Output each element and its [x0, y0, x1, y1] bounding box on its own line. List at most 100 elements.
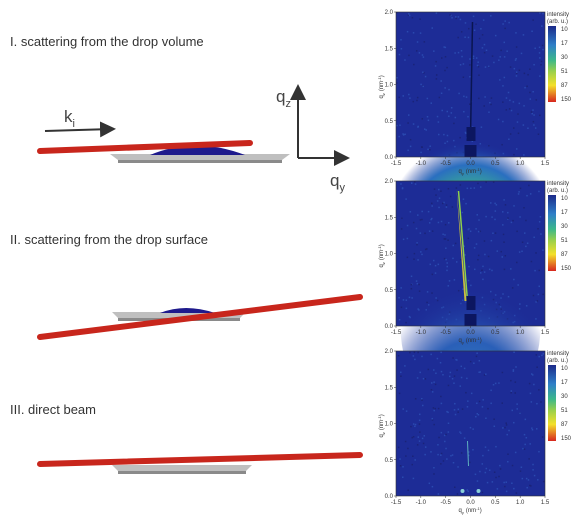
colorbar-tick-label: 150 — [561, 436, 572, 442]
x-tick-label: 1.0 — [516, 161, 525, 167]
speckle — [430, 353, 432, 356]
speckle — [488, 469, 491, 471]
speckle — [445, 433, 447, 436]
speckle — [513, 67, 516, 70]
substrate — [110, 154, 290, 160]
speckle — [462, 63, 465, 65]
y-tick-label: 1.5 — [385, 215, 394, 221]
speckle — [402, 238, 405, 241]
speckle — [455, 17, 457, 20]
speckle — [502, 233, 505, 236]
speckle — [396, 124, 398, 127]
speckle — [462, 76, 465, 78]
speckle — [440, 220, 443, 223]
speckle — [444, 46, 447, 49]
speckle — [405, 198, 407, 200]
speckle — [514, 59, 517, 61]
speckle — [542, 12, 544, 15]
speckle — [495, 204, 498, 206]
speckle — [532, 90, 534, 93]
speckle — [542, 293, 544, 296]
label-part: z — [381, 432, 386, 434]
speckle — [529, 91, 531, 94]
speckle — [438, 206, 440, 209]
speckle — [498, 59, 500, 61]
speckle — [492, 181, 495, 183]
speckle — [524, 418, 527, 421]
speckle — [416, 243, 418, 246]
speckle — [409, 351, 411, 354]
label-part: (nm — [466, 338, 476, 344]
y-tick-label: 0.5 — [385, 458, 394, 464]
speckle — [481, 34, 484, 36]
speckle — [483, 51, 486, 54]
speckle — [459, 385, 462, 387]
speckle — [461, 211, 464, 214]
x-tick-label: -1.0 — [416, 330, 427, 336]
colorbar-tick-label: 30 — [561, 394, 568, 400]
speckle — [486, 481, 489, 484]
speckle — [491, 216, 493, 218]
speckle — [492, 232, 494, 234]
speckle — [413, 351, 416, 354]
colorbar-tick-label: 87 — [561, 83, 568, 89]
speckle — [538, 52, 541, 54]
speckle — [440, 454, 442, 456]
speckle — [427, 368, 430, 371]
colorbar-unit: (arb. u.) — [547, 188, 568, 194]
speckle — [478, 359, 481, 362]
speckle — [511, 464, 514, 467]
speckle — [473, 362, 475, 364]
speckle — [440, 351, 442, 354]
speckle — [453, 409, 456, 411]
speckle — [412, 32, 415, 34]
speckle — [414, 398, 417, 400]
speckle — [457, 51, 460, 54]
speckle — [418, 419, 421, 422]
y-tick-label: 1.0 — [385, 252, 394, 258]
speckle — [529, 193, 532, 195]
speckle — [512, 219, 514, 222]
speckle — [538, 450, 540, 453]
speckle — [401, 217, 403, 220]
speckle — [441, 57, 443, 59]
x-tick-label: -1.5 — [391, 330, 402, 336]
speckle — [525, 219, 527, 222]
speckle — [406, 30, 409, 33]
speckle — [433, 423, 435, 426]
label-part: q — [459, 169, 462, 175]
arrow — [44, 121, 116, 138]
speckle — [419, 32, 422, 34]
speckle — [457, 408, 460, 411]
speckle — [504, 485, 506, 488]
speckle — [410, 425, 412, 428]
speckle — [433, 50, 435, 52]
speckle — [484, 66, 487, 68]
speckle — [457, 411, 459, 413]
speckle — [535, 99, 538, 101]
spot — [476, 489, 481, 493]
speckle — [433, 369, 435, 371]
speckle — [406, 224, 409, 227]
speckle — [515, 492, 518, 494]
speckle — [504, 27, 506, 30]
speckle — [523, 433, 526, 436]
speckle — [443, 201, 445, 204]
speckle — [473, 187, 476, 189]
speckle — [494, 218, 496, 221]
speckle — [481, 463, 484, 465]
speckle — [414, 183, 417, 185]
speckle — [424, 446, 427, 448]
speckle — [469, 58, 471, 60]
speckle — [523, 72, 526, 75]
speckle — [467, 36, 470, 39]
colorbar-tick-label: 17 — [561, 380, 568, 386]
x-tick-label: 0.5 — [491, 330, 500, 336]
speckle — [402, 466, 404, 468]
vector-label: qz — [276, 87, 291, 110]
x-tick-label: 1.0 — [516, 500, 525, 506]
speckle — [399, 458, 401, 460]
speckle — [411, 463, 414, 466]
speckle — [477, 413, 480, 416]
